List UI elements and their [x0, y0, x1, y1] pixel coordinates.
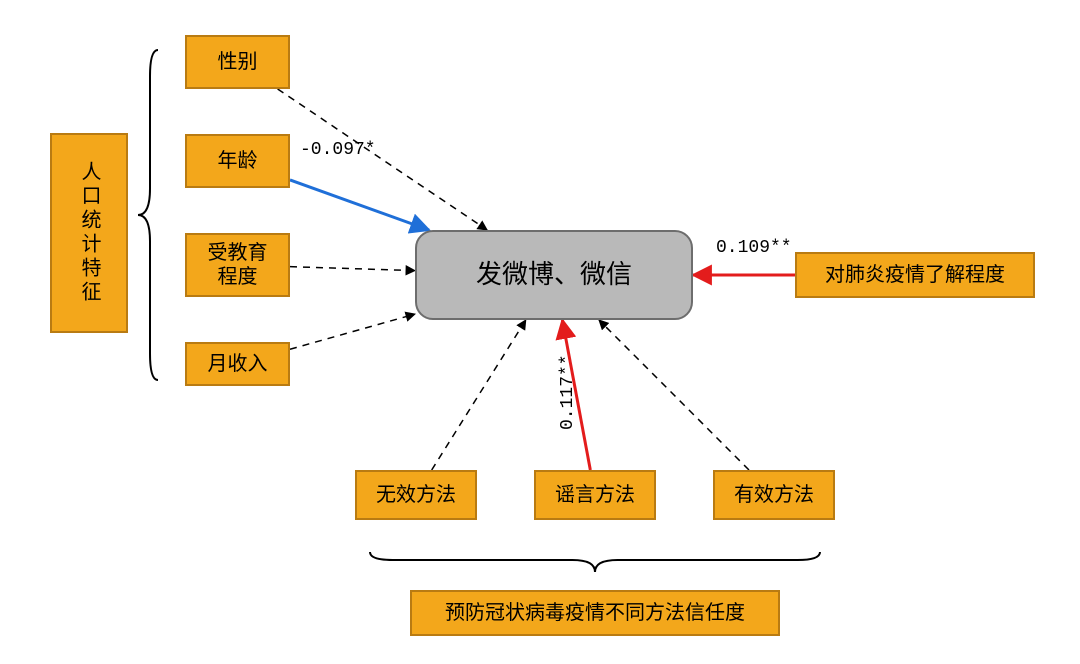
label-age: 年龄 — [218, 149, 258, 173]
node-rumor: 谣言方法 — [534, 470, 656, 520]
label-invalid: 无效方法 — [376, 483, 456, 507]
node-knowledge: 对肺炎疫情了解程度 — [795, 252, 1035, 298]
node-age: 年龄 — [185, 134, 290, 188]
edge-label-age: -0.097* — [300, 140, 376, 160]
node-demographics-group: 人口统计特征 — [50, 133, 128, 333]
edges-layer — [0, 0, 1080, 664]
node-income: 月收入 — [185, 342, 290, 386]
label-education: 受教育 程度 — [208, 241, 268, 289]
edge-label-rumor: 0.117** — [558, 354, 578, 430]
label-knowledge: 对肺炎疫情了解程度 — [825, 263, 1005, 287]
label-trust-group: 预防冠状病毒疫情不同方法信任度 — [445, 601, 745, 625]
node-invalid: 无效方法 — [355, 470, 477, 520]
node-center: 发微博、微信 — [415, 230, 693, 320]
label-rumor: 谣言方法 — [555, 483, 635, 507]
diagram-stage: 人口统计特征 性别 年龄 受教育 程度 月收入 发微博、微信 对肺炎疫情了解程度… — [0, 0, 1080, 664]
label-gender: 性别 — [218, 50, 258, 74]
node-trust-group: 预防冠状病毒疫情不同方法信任度 — [410, 590, 780, 636]
label-center: 发微博、微信 — [476, 259, 632, 290]
node-valid: 有效方法 — [713, 470, 835, 520]
label-demographics-group: 人口统计特征 — [77, 161, 101, 305]
node-gender: 性别 — [185, 35, 290, 89]
label-income: 月收入 — [208, 352, 268, 376]
edge-label-knowledge: 0.109** — [716, 238, 792, 258]
label-valid: 有效方法 — [734, 483, 814, 507]
node-education: 受教育 程度 — [185, 233, 290, 297]
